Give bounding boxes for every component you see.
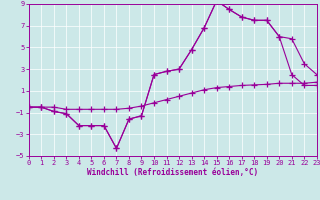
X-axis label: Windchill (Refroidissement éolien,°C): Windchill (Refroidissement éolien,°C) xyxy=(87,168,258,177)
